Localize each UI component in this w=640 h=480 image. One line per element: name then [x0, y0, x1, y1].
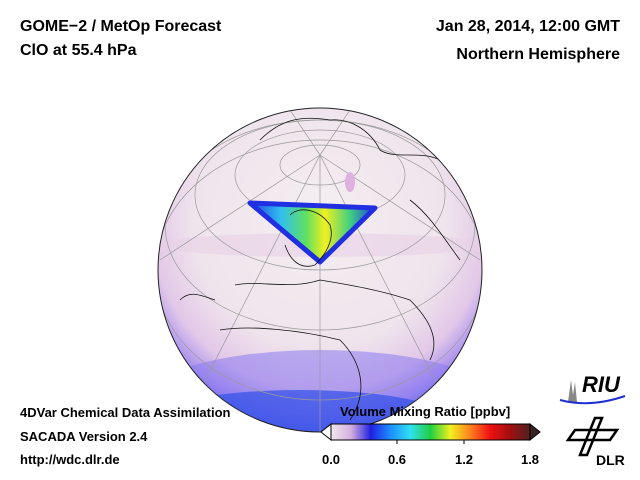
- colorbar-tick-label: 0.6: [387, 452, 407, 467]
- riu-logo: [559, 380, 626, 405]
- colorbar-ticks: [396, 440, 465, 444]
- clo-activation-region: [247, 200, 378, 265]
- species-level: ClO at 55.4 hPa: [20, 42, 137, 59]
- minor-clo-patch: [345, 172, 355, 192]
- colorbar-over-arrow: [529, 422, 541, 442]
- dlr-logo-text: DLR: [596, 452, 625, 468]
- coastlines: [179, 117, 461, 421]
- colorbar-under-arrow: [320, 422, 332, 442]
- footer-url[interactable]: http://wdc.dlr.de: [20, 452, 120, 467]
- riu-logo-text: RIU: [582, 372, 620, 397]
- river-icon: [559, 395, 626, 405]
- colorbar-title: Volume Mixing Ratio [ppbv]: [340, 404, 511, 419]
- cathedral-icon: [568, 380, 577, 402]
- colorbar-tick-label: 1.2: [454, 452, 474, 467]
- colorbar-tick-label: 1.8: [520, 452, 540, 467]
- footer-version: SACADA Version 2.4: [20, 429, 148, 444]
- product-title: GOME−2 / MetOp Forecast: [20, 18, 222, 35]
- graticule: [158, 108, 482, 432]
- colorbar: [330, 423, 531, 441]
- dlr-logo-icon: [565, 416, 620, 457]
- colorbar-tick-label: 0.0: [321, 452, 341, 467]
- timestamp: Jan 28, 2014, 12:00 GMT: [435, 18, 620, 35]
- globe-outline: [157, 107, 483, 433]
- footer-method: 4DVar Chemical Data Assimilation: [20, 405, 231, 420]
- region-label: Northern Hemisphere: [456, 46, 620, 63]
